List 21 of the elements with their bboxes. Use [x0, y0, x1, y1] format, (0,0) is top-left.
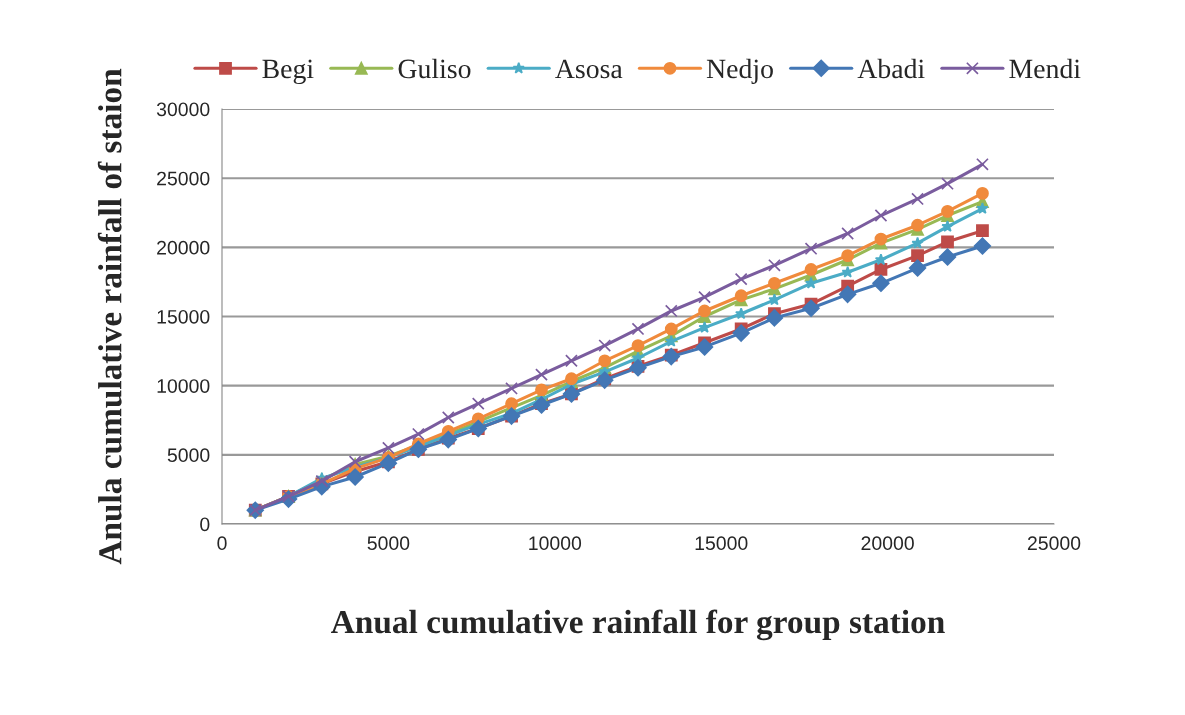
y-tick-label: 15000: [157, 309, 210, 324]
y-tick-label: 25000: [157, 171, 210, 186]
x-tick-label: 25000: [1027, 536, 1081, 551]
y-axis-title: Anula cumulative rainfall of staion: [97, 68, 122, 565]
legend-label: Abadi: [857, 58, 925, 79]
x-tick-label: 15000: [695, 536, 748, 551]
y-tick-label: 20000: [157, 240, 210, 255]
y-tick-label: 0: [200, 517, 210, 532]
y-tick-label: 5000: [167, 448, 210, 463]
y-tick-label: 30000: [156, 102, 210, 117]
legend-label: Mendi: [1009, 58, 1081, 79]
legend-label: Asosa: [555, 59, 623, 79]
x-tick-label: 0: [217, 536, 227, 551]
x-tick-label: 5000: [367, 536, 410, 551]
x-axis-title: Anual cumulative rainfall for group station: [331, 609, 945, 641]
legend-label: Nedjo: [706, 58, 773, 84]
x-tick-label: 20000: [861, 536, 914, 551]
x-tick-label: 10000: [529, 536, 582, 551]
legend-label: Begi: [262, 59, 314, 84]
legend-label: Guliso: [398, 58, 471, 79]
y-tick-label: 10000: [157, 379, 210, 393]
